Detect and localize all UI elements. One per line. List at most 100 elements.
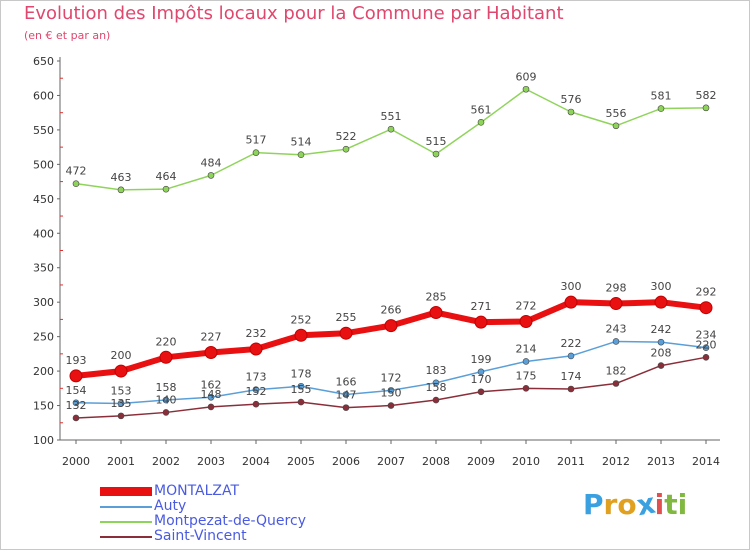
data-point-auty [162,396,170,404]
data-label-montpezat-de-quercy: 582 [696,89,717,102]
data-label-montpezat-de-quercy: 484 [201,156,222,169]
data-point-montpezat-de-quercy [162,185,170,193]
data-point-auty [117,400,125,407]
data-point-montalzat [204,345,218,359]
data-point-montalzat [114,364,128,378]
y-tick-label: 350 [33,262,54,275]
data-label-montalzat: 271 [471,300,492,313]
data-label-montalzat: 298 [606,282,627,295]
data-point-saint-vincent [117,412,125,420]
data-label-montpezat-de-quercy: 522 [336,130,357,143]
data-point-auty [387,387,395,394]
data-point-montpezat-de-quercy [342,145,350,153]
data-point-saint-vincent [522,385,530,392]
data-label-saint-vincent: 158 [426,381,447,394]
data-point-auty [612,338,620,345]
data-label-montalzat: 200 [111,349,132,362]
data-point-saint-vincent [432,396,440,404]
data-point-montpezat-de-quercy [522,85,530,93]
proxiti-logo: Proxiti [583,487,688,523]
y-tick-label: 650 [33,55,54,68]
chart-series [69,85,713,422]
data-point-auty [207,393,215,401]
data-label-montpezat-de-quercy: 576 [561,93,582,106]
data-point-montalzat [384,319,398,333]
y-tick-label: 250 [33,331,54,344]
data-label-auty: 199 [471,353,492,366]
data-point-saint-vincent [162,409,170,416]
legend-item-auty: Auty [100,499,430,514]
data-point-montalzat [519,314,533,328]
data-label-auty: 153 [111,384,132,397]
data-point-auty [342,391,350,398]
data-point-montalzat [339,326,353,340]
data-label-montalzat: 252 [291,313,312,326]
data-label-saint-vincent: 182 [606,364,627,377]
data-label-auty: 162 [201,378,222,391]
data-label-auty: 154 [66,384,87,397]
data-point-saint-vincent [297,398,305,406]
data-point-saint-vincent [567,385,575,393]
data-point-auty [567,352,575,360]
legend-label: Montpezat-de-Quercy [154,513,306,529]
logo-letter: t [664,488,678,521]
data-label-montalzat: 285 [426,291,447,304]
data-label-saint-vincent: 147 [336,389,357,402]
legend-swatch [100,535,152,538]
data-point-montpezat-de-quercy [252,149,260,156]
chart-data-labels: 472 463 464 484 517 514 522 551 515 561 609 576 556 5… [66,70,717,412]
data-label-montpezat-de-quercy: 514 [291,136,312,149]
data-label-montalzat: 272 [516,299,537,312]
logo-letter: o [617,488,637,521]
y-tick-label: 550 [33,124,54,137]
legend-label: Saint-Vincent [154,528,247,544]
x-tick-label: 2006 [332,455,360,468]
data-label-montalzat: 227 [201,330,222,343]
data-point-montalzat [249,342,263,356]
data-point-montalzat [654,295,668,309]
data-point-montpezat-de-quercy [387,125,395,133]
data-label-saint-vincent: 155 [291,383,312,396]
data-label-auty: 242 [651,323,672,336]
y-tick-label: 450 [33,193,54,206]
data-label-montpezat-de-quercy: 517 [246,134,267,147]
data-point-montalzat [294,328,308,342]
data-label-montpezat-de-quercy: 609 [516,70,537,83]
data-label-auty: 222 [561,337,582,350]
data-label-auty: 173 [246,371,267,384]
data-label-saint-vincent: 152 [246,385,267,398]
data-point-saint-vincent [342,404,350,411]
data-point-montpezat-de-quercy [207,172,215,179]
data-label-auty: 214 [516,342,537,355]
data-label-auty: 172 [381,371,402,384]
legend-swatch [100,487,152,496]
data-label-saint-vincent: 148 [201,388,222,401]
logo-letter: i [654,488,665,521]
data-label-auty: 166 [336,376,357,389]
x-tick-label: 2014 [692,455,720,468]
chart-subtitle: (en € et par an) [24,29,111,42]
x-tick-label: 2004 [242,455,270,468]
data-point-auty [297,382,305,390]
data-point-montalzat [609,297,623,311]
data-point-montpezat-de-quercy [72,180,80,187]
data-point-auty [657,338,665,346]
legend-label: MONTALZAT [154,483,240,499]
data-label-montpezat-de-quercy: 472 [66,165,87,178]
logo-letter: i [677,488,688,521]
data-point-auty [432,379,440,387]
x-tick-label: 2005 [287,455,315,468]
legend-item-saint-vincent: Saint-Vincent [100,529,430,544]
data-label-auty: 234 [696,329,717,342]
legend-swatch [100,505,152,508]
legend-label: Auty [154,498,187,514]
logo-letter: r [603,488,618,521]
data-label-saint-vincent: 208 [651,347,672,360]
data-point-montpezat-de-quercy [612,122,620,130]
data-label-montpezat-de-quercy: 464 [156,170,177,183]
legend-swatch [100,520,152,523]
y-tick-label: 300 [33,296,54,309]
data-label-saint-vincent: 140 [156,393,177,406]
data-label-saint-vincent: 174 [561,370,582,383]
y-tick-label: 500 [33,158,54,171]
